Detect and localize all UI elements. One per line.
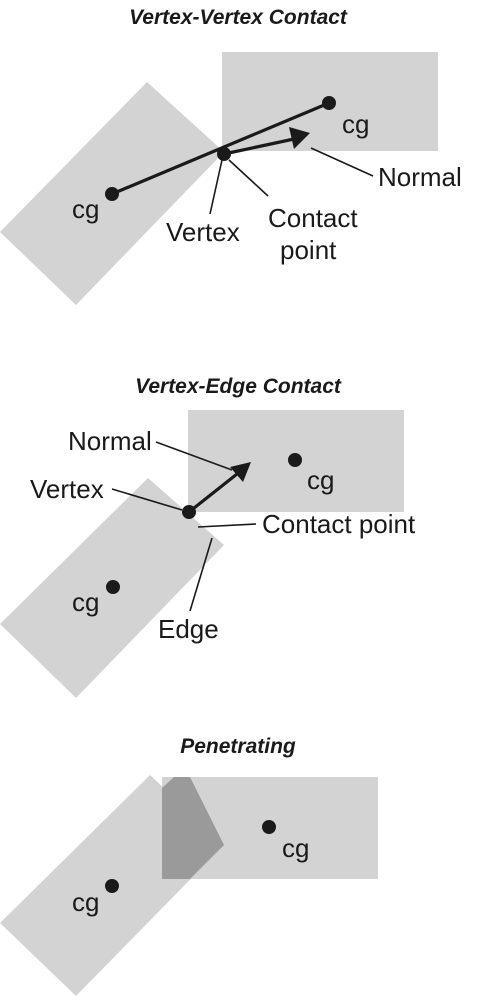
vertex-leader bbox=[209, 159, 223, 215]
vertex-label: Vertex bbox=[166, 217, 240, 247]
normal-arrowhead bbox=[289, 127, 310, 149]
panel-vertex-edge: Vertex-Edge Contact Normal Vertex cg cg … bbox=[0, 375, 416, 698]
contact-point-leader bbox=[197, 523, 257, 528]
normal-label: Normal bbox=[378, 162, 462, 192]
normal-leader bbox=[155, 441, 233, 471]
cg-label-left: cg bbox=[72, 194, 99, 224]
cg-dot-left bbox=[106, 580, 120, 594]
contact-point-leader bbox=[228, 159, 269, 197]
panel-vertex-vertex: Vertex-Vertex Contact cg cg Normal Verte… bbox=[0, 6, 462, 305]
normal-vector-shaft bbox=[223, 137, 295, 156]
cg-dot-left bbox=[105, 187, 119, 201]
cg-label-right: cg bbox=[307, 465, 334, 495]
contact-label-line2: point bbox=[280, 235, 337, 265]
overlap-region bbox=[162, 777, 224, 879]
panel-title-vertex-vertex: Vertex-Vertex Contact bbox=[129, 6, 348, 29]
cg-dot-right bbox=[262, 820, 276, 834]
cg-label-left: cg bbox=[72, 587, 99, 617]
vertex-contact-dot bbox=[182, 505, 196, 519]
cg-label-right: cg bbox=[342, 109, 369, 139]
normal-label: Normal bbox=[68, 426, 152, 456]
vertex-contact-dot bbox=[217, 147, 231, 161]
contact-label-line1: Contact bbox=[268, 203, 358, 233]
cg-dot-left bbox=[105, 879, 119, 893]
edge-label: Edge bbox=[158, 614, 219, 644]
cg-label-left: cg bbox=[72, 887, 99, 917]
cg-dot-right bbox=[288, 453, 302, 467]
cg-label-right: cg bbox=[282, 833, 309, 863]
normal-vector-shaft bbox=[188, 472, 238, 514]
vertex-leader bbox=[111, 488, 183, 511]
panel-title-vertex-edge: Vertex-Edge Contact bbox=[135, 375, 342, 398]
panel-title-penetrating: Penetrating bbox=[180, 735, 296, 758]
vertex-label: Vertex bbox=[30, 474, 104, 504]
normal-arrowhead bbox=[230, 462, 251, 482]
edge-leader bbox=[189, 537, 213, 612]
panel-penetrating: Penetrating cg cg bbox=[0, 735, 378, 996]
normal-leader bbox=[310, 147, 374, 177]
cg-dot-right bbox=[322, 96, 336, 110]
contact-point-label: Contact point bbox=[262, 509, 416, 539]
